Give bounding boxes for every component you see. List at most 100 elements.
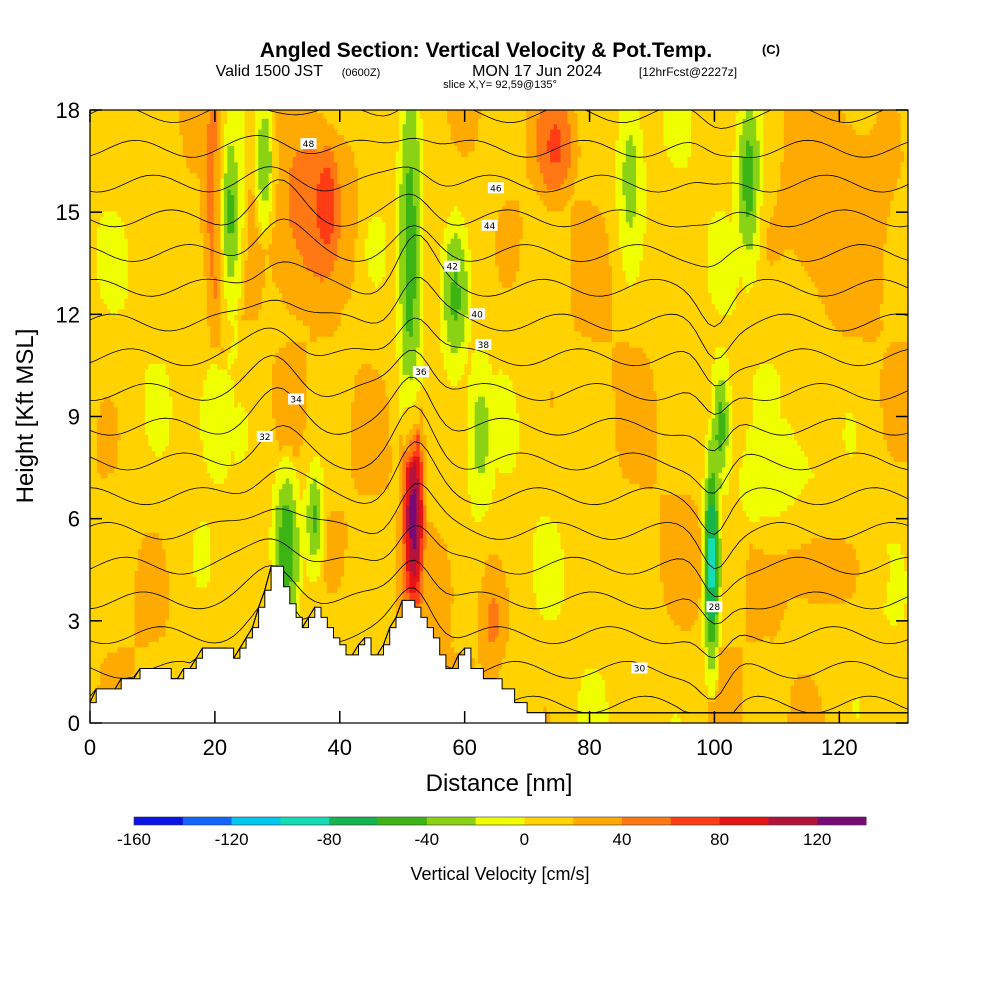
velocity-cell xyxy=(306,325,311,473)
velocity-cell xyxy=(677,494,682,626)
velocity-cell xyxy=(852,417,857,452)
velocity-cell xyxy=(454,385,459,653)
velocity-cell xyxy=(900,461,905,555)
velocity-cell xyxy=(742,110,747,119)
velocity-cell xyxy=(278,526,283,572)
velocity-cell xyxy=(745,428,750,517)
velocity-cell xyxy=(443,319,448,370)
velocity-cell xyxy=(134,570,139,648)
velocity-cell xyxy=(718,379,723,403)
velocity-cell xyxy=(323,118,328,147)
contour-label-text: 46 xyxy=(490,184,502,194)
velocity-cell xyxy=(725,494,730,648)
velocity-cell xyxy=(715,510,720,615)
contour-label: 46 xyxy=(487,182,504,194)
velocity-cell xyxy=(807,543,812,604)
velocity-cell xyxy=(409,336,414,381)
velocity-cell xyxy=(859,134,864,337)
velocity-cell xyxy=(776,189,781,261)
velocity-cell xyxy=(708,505,713,539)
velocity-cell xyxy=(148,363,153,446)
velocity-cell xyxy=(811,603,816,680)
velocity-cell xyxy=(804,543,809,599)
velocity-cell xyxy=(275,439,280,468)
velocity-cell xyxy=(138,548,143,648)
velocity-cell xyxy=(110,210,115,315)
velocity-cell xyxy=(818,297,823,539)
velocity-cell xyxy=(728,646,733,723)
theta-line xyxy=(90,110,885,129)
theta-line xyxy=(90,218,908,268)
velocity-cell xyxy=(488,363,493,506)
velocity-cell xyxy=(704,646,709,686)
velocity-cell xyxy=(632,145,637,217)
velocity-cell xyxy=(883,439,888,604)
velocity-cell xyxy=(454,205,459,234)
velocity-cell xyxy=(557,532,562,615)
velocity-cell xyxy=(268,110,273,152)
velocity-cell xyxy=(416,428,421,435)
velocity-cell xyxy=(402,110,407,125)
velocity-cell xyxy=(241,319,246,408)
velocity-cell xyxy=(745,559,750,642)
colorbar-swatch xyxy=(329,817,379,825)
velocity-cell xyxy=(399,417,404,435)
velocity-cell xyxy=(543,110,548,185)
velocity-cell xyxy=(622,477,627,723)
velocity-cell xyxy=(848,336,854,414)
velocity-cell xyxy=(433,110,438,528)
velocity-cell xyxy=(711,363,716,419)
velocity-cell xyxy=(752,110,757,119)
velocity-cell xyxy=(721,110,726,212)
velocity-cell xyxy=(268,210,273,245)
velocity-cell xyxy=(268,150,273,174)
velocity-cell xyxy=(594,110,599,206)
velocity-cell xyxy=(536,110,541,119)
velocity-cell xyxy=(316,150,321,185)
velocity-cell xyxy=(687,630,692,723)
contour-label-bg xyxy=(481,219,498,231)
velocity-cell xyxy=(323,336,328,561)
velocity-cell xyxy=(223,254,228,299)
y-tick-label: 3 xyxy=(68,609,80,634)
velocity-cell xyxy=(151,110,156,364)
velocity-cell xyxy=(842,112,847,337)
velocity-cell xyxy=(691,624,696,723)
velocity-cell xyxy=(395,510,400,615)
velocity-cell xyxy=(495,635,500,681)
velocity-cell xyxy=(378,216,383,283)
velocity-cell xyxy=(900,341,905,463)
velocity-cell xyxy=(890,341,895,457)
velocity-cell xyxy=(787,548,792,599)
velocity-cell xyxy=(807,110,812,277)
velocity-cell xyxy=(302,145,307,266)
velocity-cell xyxy=(282,505,287,588)
velocity-cell xyxy=(223,477,228,723)
velocity-cell xyxy=(495,221,500,266)
velocity-cell xyxy=(529,110,534,185)
velocity-cell xyxy=(639,347,644,490)
velocity-cell xyxy=(739,110,744,136)
velocity-cell xyxy=(704,434,709,479)
velocity-cell xyxy=(124,238,129,299)
velocity-cell xyxy=(478,521,483,593)
theta-line xyxy=(90,483,908,570)
velocity-cell xyxy=(320,112,325,152)
velocity-cell xyxy=(587,110,593,201)
velocity-cell xyxy=(618,341,623,468)
velocity-cell xyxy=(481,347,486,397)
velocity-cell xyxy=(313,477,318,506)
velocity-cell xyxy=(550,189,555,212)
velocity-cell xyxy=(405,461,410,468)
velocity-cell xyxy=(330,150,335,179)
velocity-cell xyxy=(419,570,424,604)
velocity-cell xyxy=(405,172,410,332)
velocity-cell xyxy=(773,368,778,517)
velocity-cell xyxy=(158,110,163,364)
velocity-cell xyxy=(320,110,325,114)
velocity-cell xyxy=(230,145,235,196)
velocity-cell xyxy=(275,139,280,185)
velocity-cell xyxy=(879,303,884,321)
velocity-cell xyxy=(213,363,218,484)
velocity-cell xyxy=(550,521,555,621)
